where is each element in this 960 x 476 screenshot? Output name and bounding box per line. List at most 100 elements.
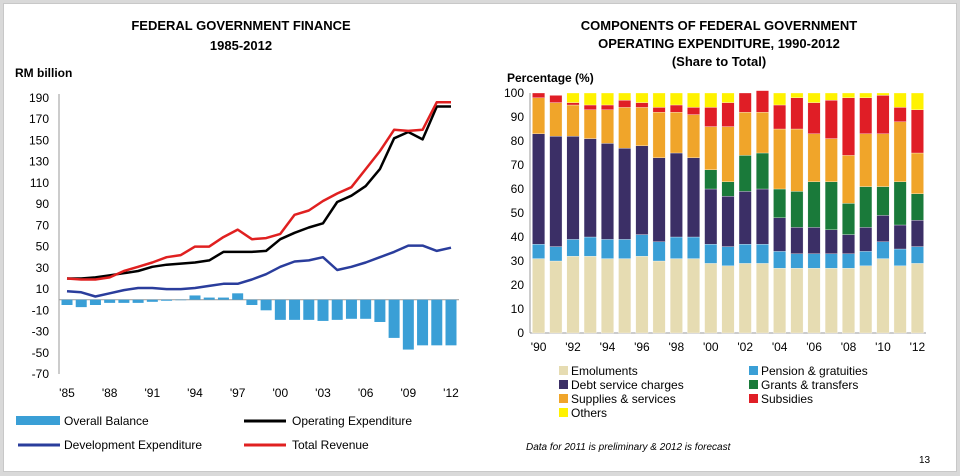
stack-segment-grants-transfers [876,186,890,216]
stack-segment-others [876,92,890,96]
stack-segment-pension-gratuities [911,246,924,264]
stack-segment-supplies-services [911,152,924,194]
legend-label-total-revenue: Total Revenue [292,438,369,452]
balance-bar [274,299,286,320]
stack-segment-debt-service-charges [635,145,649,235]
balance-bar [360,299,372,319]
left-y-tick-label: -10 [32,303,50,317]
stack-segment-pension-gratuities [669,236,683,259]
stack-segment-debt-service-charges [807,227,821,254]
stack-segment-supplies-services [842,155,855,204]
stack-segment-subsidies [756,90,769,113]
stack-segment-supplies-services [669,112,683,154]
stack-segment-emoluments [738,263,752,334]
right-y-tick-label: 30 [511,254,525,268]
stack-segment-emoluments [842,268,855,334]
left-x-tick-label: '91 [145,386,161,400]
stack-segment-subsidies [704,107,718,127]
stack-segment-others [635,92,649,103]
left-y-tick-label: -30 [32,325,50,339]
stack-segment-emoluments [756,263,769,334]
stack-segment-others [773,92,787,106]
balance-bar [417,299,429,346]
stack-segment-supplies-services [566,104,580,137]
legend-label-grants: Grants & transfers [761,378,858,392]
right-y-tick-label: 100 [504,86,524,100]
stack-segment-pension-gratuities [790,253,804,269]
stack-segment-emoluments [583,256,597,334]
stack-segment-pension-gratuities [807,253,821,269]
stack-segment-pension-gratuities [756,244,769,264]
left-y-tick-label: -70 [32,367,50,381]
right-x-tick-label: '90 [531,340,547,354]
stack-segment-pension-gratuities [721,246,735,266]
balance-bar [289,299,301,320]
slide: FEDERAL GOVERNMENT FINANCE 1985-2012 RM … [3,3,957,472]
stack-segment-emoluments [635,256,649,334]
stack-segment-debt-service-charges [738,191,752,245]
legend-swatch-overall-balance [16,416,60,425]
balance-bar [388,299,400,338]
balance-bar [118,299,130,303]
stack-segment-grants-transfers [842,203,855,235]
stack-segment-grants-transfers [807,181,821,228]
right-y-tick-label: 70 [511,158,525,172]
right-x-tick-label: '02 [737,340,753,354]
stack-segment-subsidies [859,97,873,134]
stack-segment-subsidies [669,104,683,113]
stack-segment-supplies-services [549,102,563,137]
balance-bar [331,299,343,320]
left-y-axis-label: RM billion [15,66,72,80]
stack-segment-subsidies [842,97,855,156]
balance-bar [260,299,272,311]
stack-segment-supplies-services [652,112,666,158]
charts-canvas: FEDERAL GOVERNMENT FINANCE 1985-2012 RM … [15,18,931,466]
stack-segment-debt-service-charges [790,227,804,254]
stack-segment-others [893,92,907,108]
left-x-tick-label: '06 [358,386,374,400]
stack-segment-pension-gratuities [893,248,907,266]
stack-segment-others [687,92,700,108]
stack-segment-debt-service-charges [566,136,580,240]
left-y-ticks: 190 170 150 130 110 90 70 50 30 10 -10 -30 -50 -70 [29,91,49,381]
page-number: 13 [919,455,931,466]
left-x-tick-label: '88 [102,386,118,400]
right-y-tick-label: 0 [517,326,524,340]
overall-balance-bars [61,293,457,350]
stack-segment-emoluments [807,268,821,334]
stack-segment-supplies-services [738,112,752,156]
balance-bar [132,299,144,303]
right-x-ticks: '90 '92 '94 '96 '98 '00 '02 '04 '06 '08 '10 '12 [531,340,926,354]
stack-segment-pension-gratuities [704,244,718,264]
left-x-tick-label: '97 [230,386,246,400]
stack-segment-debt-service-charges [756,188,769,245]
stack-segment-pension-gratuities [601,239,614,259]
stack-segment-others [824,92,838,101]
stack-segment-supplies-services [807,133,821,182]
balance-bar [345,299,357,319]
legend-swatch-grants [749,380,758,389]
right-x-tick-label: '12 [910,340,926,354]
stack-segment-others [911,92,924,110]
left-y-tick-label: 170 [29,112,49,126]
left-x-tick-label: '00 [273,386,289,400]
stack-segment-debt-service-charges [652,157,666,242]
stack-segment-pension-gratuities [566,239,580,257]
legend-label-operating-expenditure: Operating Expenditure [292,414,412,428]
stack-segment-subsidies [618,100,632,108]
stack-segment-others [721,92,735,103]
stack-segment-emoluments [721,265,735,334]
stack-segment-emoluments [859,265,873,334]
stack-segment-debt-service-charges [773,217,787,252]
stack-segment-grants-transfers [790,191,804,228]
stack-segment-subsidies [566,102,580,106]
stack-segment-supplies-services [859,133,873,187]
stack-segment-supplies-services [756,112,769,154]
left-chart-subtitle: 1985-2012 [210,38,272,53]
stack-segment-supplies-services [824,138,838,182]
stack-segment-debt-service-charges [842,234,855,254]
right-y-ticks: 0 10 20 30 40 50 60 70 80 90 100 [504,86,524,340]
right-x-tick-label: '08 [841,340,857,354]
balance-bar [146,299,158,302]
stack-segment-subsidies [876,95,890,134]
